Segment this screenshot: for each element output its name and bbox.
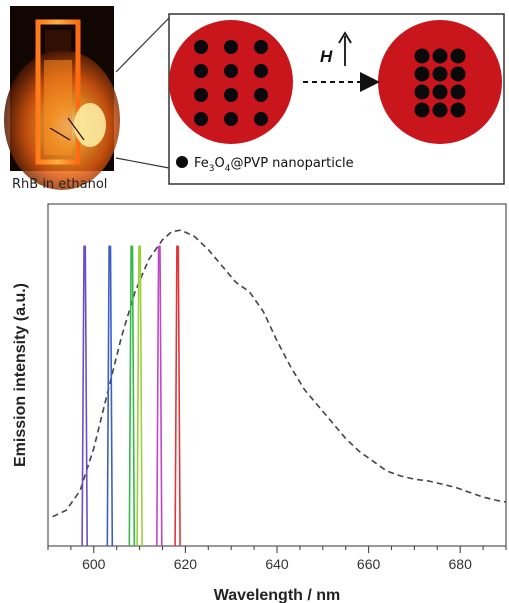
nanoparticle-group-spread (194, 40, 268, 126)
spread-nanoparticle (194, 40, 208, 54)
x-axis-title: Wavelength / nm (214, 587, 341, 603)
schematic-inset: H Fe3O4@PVP nanoparticle (168, 13, 505, 185)
x-tick-label: 640 (265, 556, 289, 572)
x-tick-label: 600 (82, 556, 106, 572)
lasing-peak-6 (174, 245, 181, 547)
packed-nanoparticle (432, 84, 448, 100)
spectrum-chart: 600 620 640 660 680 Wavelength / nm Emission… (12, 203, 507, 603)
spread-nanoparticle (224, 64, 238, 78)
packed-nanoparticle (414, 66, 430, 82)
lasing-peak-4 (136, 245, 143, 547)
spread-nanoparticle (194, 88, 208, 102)
lasing-peak-3 (128, 245, 136, 547)
spread-nanoparticle (254, 40, 268, 54)
cuvette-photo (4, 6, 120, 190)
nanoparticle-legend-icon (176, 156, 188, 168)
zoom-connector (115, 17, 170, 169)
nanoparticle-group-packed (414, 48, 466, 118)
packed-nanoparticle (432, 48, 448, 64)
spread-nanoparticle (194, 64, 208, 78)
x-tick-label: 680 (449, 556, 473, 572)
field-label: H (320, 47, 333, 66)
packed-nanoparticle (450, 102, 466, 118)
broad-emission-curve (52, 229, 507, 518)
packed-nanoparticle (414, 84, 430, 100)
lasing-peak-5 (156, 245, 163, 547)
x-axis-ticks: 600 620 640 660 680 (47, 546, 507, 572)
packed-nanoparticle (450, 48, 466, 64)
spread-nanoparticle (224, 88, 238, 102)
photo-caption: RhB in ethanol (12, 177, 107, 192)
packed-nanoparticle (432, 66, 448, 82)
packed-nanoparticle (450, 84, 466, 100)
spread-nanoparticle (254, 88, 268, 102)
x-tick-label: 620 (174, 556, 198, 572)
packed-nanoparticle (414, 48, 430, 64)
packed-nanoparticle (414, 102, 430, 118)
lasing-peak-1 (81, 245, 88, 547)
x-tick-label: 660 (357, 556, 381, 572)
y-axis-title: Emission intensity (a.u.) (12, 283, 29, 467)
spread-nanoparticle (194, 112, 208, 126)
lasing-peak-2 (106, 245, 114, 547)
field-up-arrow-icon (338, 31, 352, 66)
spread-nanoparticle (254, 112, 268, 126)
spread-nanoparticle (224, 40, 238, 54)
packed-nanoparticle (450, 66, 466, 82)
series-layer (52, 229, 507, 547)
plot-frame (47, 203, 507, 547)
packed-nanoparticle (432, 102, 448, 118)
spread-nanoparticle (254, 64, 268, 78)
spread-nanoparticle (224, 112, 238, 126)
legend-label: Fe3O4@PVP nanoparticle (194, 156, 354, 174)
particle-after-field (378, 20, 502, 144)
